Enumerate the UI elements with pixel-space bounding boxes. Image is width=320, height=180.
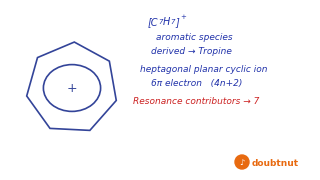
Text: +: + xyxy=(180,14,186,20)
Text: +: + xyxy=(67,82,77,96)
Text: derived → Tropine: derived → Tropine xyxy=(151,47,232,56)
Text: H: H xyxy=(163,17,170,27)
Text: doubtnut: doubtnut xyxy=(252,159,299,168)
Text: aromatic species: aromatic species xyxy=(156,33,233,42)
Text: ♪: ♪ xyxy=(239,158,245,167)
Text: 7: 7 xyxy=(170,19,174,25)
Text: ]: ] xyxy=(175,17,179,27)
Text: 7: 7 xyxy=(158,19,163,25)
Text: heptagonal planar cyclic ion: heptagonal planar cyclic ion xyxy=(140,65,268,74)
Text: [C: [C xyxy=(148,17,158,27)
Circle shape xyxy=(235,155,249,169)
Text: Resonance contributors → 7: Resonance contributors → 7 xyxy=(133,97,260,106)
Text: 6π electron   (4n+2): 6π electron (4n+2) xyxy=(151,79,242,88)
